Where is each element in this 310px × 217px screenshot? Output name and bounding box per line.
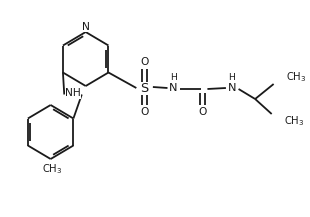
Text: CH$_3$: CH$_3$ [284, 114, 305, 128]
Text: N: N [228, 83, 236, 93]
Text: N: N [169, 83, 178, 93]
Text: H: H [170, 74, 177, 82]
Text: NH: NH [65, 89, 81, 99]
Text: S: S [140, 82, 148, 94]
Text: N: N [82, 22, 90, 32]
Text: H: H [228, 74, 235, 82]
Text: O: O [140, 57, 148, 67]
Text: CH$_3$: CH$_3$ [42, 162, 63, 176]
Text: CH$_3$: CH$_3$ [286, 70, 307, 84]
Text: O: O [198, 107, 207, 117]
Text: O: O [140, 107, 148, 117]
